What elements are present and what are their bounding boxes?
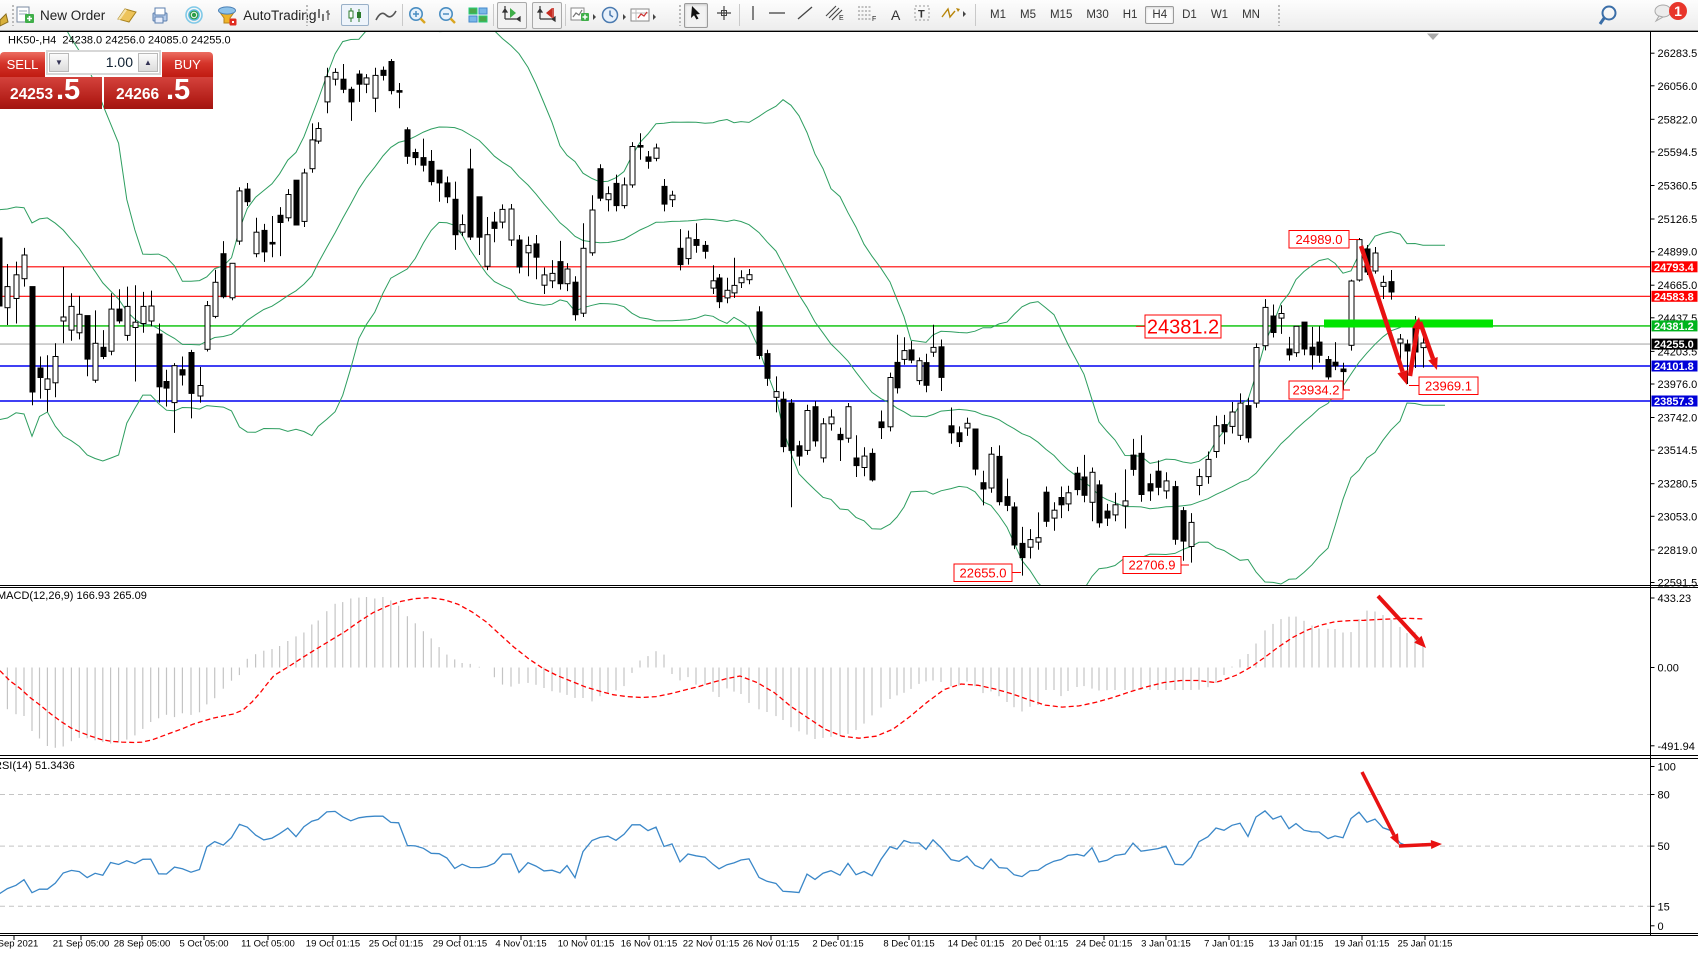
svg-text:22706.9: 22706.9 bbox=[1129, 558, 1176, 573]
svg-text:23976.0: 23976.0 bbox=[1658, 379, 1698, 391]
svg-text:29 Oct 01:15: 29 Oct 01:15 bbox=[433, 939, 487, 950]
svg-text:26056.0: 26056.0 bbox=[1658, 81, 1698, 93]
svg-text:13 Jan 01:15: 13 Jan 01:15 bbox=[1269, 939, 1324, 950]
svg-text:433.23: 433.23 bbox=[1658, 593, 1692, 605]
svg-text:23969.1: 23969.1 bbox=[1425, 378, 1472, 393]
svg-text:0.00: 0.00 bbox=[1658, 663, 1679, 675]
svg-text:24793.4: 24793.4 bbox=[1654, 262, 1695, 274]
svg-text:23514.5: 23514.5 bbox=[1658, 445, 1698, 457]
svg-text:22 Nov 01:15: 22 Nov 01:15 bbox=[683, 939, 740, 950]
svg-text:25822.0: 25822.0 bbox=[1658, 114, 1698, 126]
svg-text:15: 15 bbox=[1658, 901, 1670, 913]
svg-text:T: T bbox=[918, 8, 925, 20]
svg-text:25594.5: 25594.5 bbox=[1658, 147, 1698, 159]
svg-text:7 Sep 2021: 7 Sep 2021 bbox=[0, 939, 38, 950]
svg-text:10 Nov 01:15: 10 Nov 01:15 bbox=[558, 939, 615, 950]
svg-text:22819.0: 22819.0 bbox=[1658, 545, 1698, 557]
svg-text:24381.2: 24381.2 bbox=[1147, 317, 1219, 339]
svg-text:25126.5: 25126.5 bbox=[1658, 214, 1698, 226]
svg-text:14 Dec 01:15: 14 Dec 01:15 bbox=[948, 939, 1005, 950]
svg-text:8 Dec 01:15: 8 Dec 01:15 bbox=[883, 939, 934, 950]
svg-text:11 Oct 05:00: 11 Oct 05:00 bbox=[241, 939, 295, 950]
svg-text:26283.5: 26283.5 bbox=[1658, 48, 1698, 60]
svg-text:23934.2: 23934.2 bbox=[1293, 383, 1340, 398]
svg-text:22655.0: 22655.0 bbox=[960, 565, 1007, 580]
svg-text:50: 50 bbox=[1658, 841, 1670, 853]
svg-text:HK50-,H4 24238.0 24256.0 2408: HK50-,H4 24238.0 24256.0 24085.0 24255.0 bbox=[8, 35, 231, 47]
svg-text:5 Oct 05:00: 5 Oct 05:00 bbox=[179, 939, 228, 950]
svg-text:MACD(12,26,9) 166.93 265.09: MACD(12,26,9) 166.93 265.09 bbox=[0, 590, 147, 602]
svg-text:100: 100 bbox=[1658, 762, 1676, 774]
svg-text:RSI(14) 51.3436: RSI(14) 51.3436 bbox=[0, 760, 75, 772]
svg-text:E: E bbox=[839, 15, 844, 22]
svg-text:24 Dec 01:15: 24 Dec 01:15 bbox=[1076, 939, 1133, 950]
svg-text:28 Sep 05:00: 28 Sep 05:00 bbox=[114, 939, 171, 950]
svg-text:20 Dec 01:15: 20 Dec 01:15 bbox=[1012, 939, 1069, 950]
svg-text:24899.0: 24899.0 bbox=[1658, 247, 1698, 259]
svg-text:24381.2: 24381.2 bbox=[1654, 321, 1694, 333]
svg-text:25360.5: 25360.5 bbox=[1658, 181, 1698, 193]
svg-text:24101.8: 24101.8 bbox=[1654, 361, 1694, 373]
svg-text:24583.8: 24583.8 bbox=[1654, 291, 1694, 303]
svg-text:80: 80 bbox=[1658, 790, 1670, 802]
svg-text:22591.5: 22591.5 bbox=[1658, 578, 1698, 590]
svg-text:23857.3: 23857.3 bbox=[1654, 396, 1694, 408]
svg-text:3 Jan 01:15: 3 Jan 01:15 bbox=[1141, 939, 1191, 950]
svg-text:21 Sep 05:00: 21 Sep 05:00 bbox=[53, 939, 110, 950]
svg-text:7 Jan 01:15: 7 Jan 01:15 bbox=[1204, 939, 1254, 950]
svg-text:19 Jan 01:15: 19 Jan 01:15 bbox=[1335, 939, 1390, 950]
svg-text:F: F bbox=[872, 16, 876, 22]
svg-text:16 Nov 01:15: 16 Nov 01:15 bbox=[621, 939, 678, 950]
svg-text:-491.94: -491.94 bbox=[1658, 741, 1695, 753]
svg-text:24255.0: 24255.0 bbox=[1654, 339, 1694, 351]
svg-text:25 Oct 01:15: 25 Oct 01:15 bbox=[369, 939, 423, 950]
svg-text:25 Jan 01:15: 25 Jan 01:15 bbox=[1398, 939, 1453, 950]
svg-text:2 Dec 01:15: 2 Dec 01:15 bbox=[812, 939, 863, 950]
svg-text:4 Nov 01:15: 4 Nov 01:15 bbox=[495, 939, 546, 950]
svg-text:23742.0: 23742.0 bbox=[1658, 413, 1698, 425]
svg-text:24665.0: 24665.0 bbox=[1658, 280, 1698, 292]
svg-text:26 Nov 01:15: 26 Nov 01:15 bbox=[743, 939, 800, 950]
svg-text:23280.5: 23280.5 bbox=[1658, 479, 1698, 491]
svg-text:23053.0: 23053.0 bbox=[1658, 511, 1698, 523]
svg-text:0: 0 bbox=[1658, 921, 1664, 933]
svg-text:1: 1 bbox=[1674, 3, 1682, 19]
svg-text:24989.0: 24989.0 bbox=[1296, 232, 1343, 247]
svg-text:19 Oct 01:15: 19 Oct 01:15 bbox=[306, 939, 360, 950]
